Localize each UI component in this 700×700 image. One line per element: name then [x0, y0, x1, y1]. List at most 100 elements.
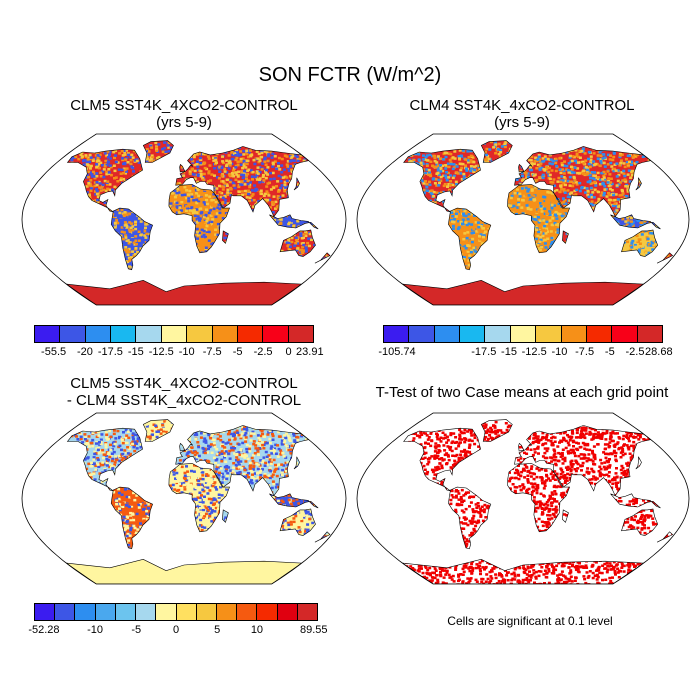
colorbar-swatch: [95, 604, 116, 620]
colorbar-tick-label: -15: [127, 346, 144, 358]
colorbar-tick-label: -12.5: [521, 346, 547, 358]
panel3-title: CLM5 SST4K_4XCO2-CONTROL - CLM4 SST4K_4x…: [18, 375, 350, 409]
colorbar-tick-label: 0: [285, 346, 292, 358]
colorbar-swatch: [384, 326, 410, 342]
panel3-title-line1: CLM5 SST4K_4XCO2-CONTROL: [70, 375, 298, 392]
colorbar-swatch: [60, 326, 86, 342]
new-zealand-coastline: [314, 531, 331, 543]
panel1-map: [21, 133, 347, 306]
colorbar-swatch: [156, 604, 177, 620]
colorbar-swatch: [536, 326, 562, 342]
colorbar-swatch: [277, 604, 298, 620]
japan-landmass: [635, 456, 642, 469]
australia-coastline: [279, 508, 316, 536]
colorbar-tick-label: -5: [232, 346, 243, 358]
colorbar-swatch: [136, 604, 157, 620]
australia-coastline: [621, 229, 659, 257]
eurasia-coastline: [514, 146, 652, 218]
colorbar-tick-label: -5: [131, 624, 142, 636]
north-america-coastline: [66, 427, 143, 492]
new-zealand-landmass: [657, 531, 673, 543]
colorbar-tick-label: -55.5: [41, 346, 67, 358]
panel3-colorbar: [34, 603, 318, 621]
new-zealand-coastline: [314, 252, 331, 264]
antarctica-coastline: [66, 279, 303, 305]
colorbar-tick-label: -15: [501, 346, 517, 358]
britain-coastline: [518, 442, 525, 452]
colorbar-tick-label: -10: [178, 346, 195, 358]
britain-coastline: [518, 163, 525, 173]
madagascar-coastline: [562, 230, 569, 244]
colorbar-swatch: [161, 326, 188, 342]
south-america-coastline: [110, 207, 153, 271]
japan-coastline: [635, 456, 642, 470]
africa-coastline: [168, 184, 230, 254]
south-america-landmass: [448, 208, 491, 270]
britain-coastline: [179, 163, 186, 173]
colorbar-swatch: [288, 326, 313, 342]
significance-note: Cells are significant at 0.1 level: [447, 614, 613, 628]
map-border: [356, 133, 690, 306]
colorbar-tick-label: -5: [604, 346, 615, 358]
colorbar-swatch: [263, 326, 289, 342]
indonesia-coastline: [269, 493, 319, 509]
south-america-coastline: [448, 486, 492, 550]
colorbar-tick-label: -12.5: [148, 346, 174, 358]
panel3-map: [21, 412, 347, 585]
colorbar-tick-label: 28.68: [645, 346, 673, 358]
colorbar-swatch: [196, 604, 217, 620]
madagascar-coastline: [562, 509, 569, 523]
antarctica-landmass: [402, 280, 644, 305]
indonesia-coastline: [269, 214, 319, 230]
greenland-coastline: [142, 140, 174, 163]
new-zealand-coastline: [656, 252, 674, 264]
indonesia-coastline: [610, 493, 661, 509]
australia-coastline: [279, 229, 316, 257]
australia-coastline: [621, 508, 659, 536]
colorbar-swatch: [115, 604, 137, 620]
panel2-map: [356, 133, 690, 306]
britain-landmass: [179, 443, 185, 451]
colorbar-swatch: [297, 604, 318, 620]
colorbar-swatch: [485, 326, 511, 342]
colorbar-tick-label: -7.5: [575, 346, 595, 358]
south-america-landmass: [448, 487, 491, 549]
north-america-coastline: [403, 427, 481, 492]
panel2-title: CLM4 SST4K_4xCO2-CONTROL (yrs 5-9): [352, 97, 692, 131]
colorbar-swatch: [237, 604, 258, 620]
japan-coastline: [293, 177, 300, 191]
colorbar-swatch: [35, 326, 61, 342]
colorbar-swatch: [111, 326, 137, 342]
figure-title: SON FCTR (W/m^2): [258, 64, 442, 86]
colorbar-swatch: [586, 326, 613, 342]
colorbar-swatch: [237, 326, 264, 342]
panel2-title-line1: CLM4 SST4K_4xCO2-CONTROL: [409, 97, 635, 114]
panel4-title-line1: T-Test of two Case means at each grid po…: [375, 384, 669, 401]
colorbar-swatch: [612, 326, 638, 342]
britain-coastline: [179, 442, 186, 452]
colorbar-swatch: [176, 604, 197, 620]
colorbar-tick-label: 23.91: [296, 346, 324, 358]
japan-coastline: [635, 177, 642, 191]
eurasia-coastline: [175, 425, 310, 497]
map-border: [21, 412, 347, 585]
greenland-coastline: [142, 419, 174, 442]
antarctica-coastline: [402, 279, 645, 305]
colorbar-swatch: [637, 326, 662, 342]
panel1-title-line2: (yrs 5-9): [156, 114, 212, 131]
colorbar-swatch: [187, 326, 213, 342]
north-america-coastline: [403, 148, 481, 213]
panel1-title-line1: CLM5 SST4K_4XCO2-CONTROL: [70, 97, 298, 114]
colorbar-swatch: [409, 326, 435, 342]
colorbar-swatch: [55, 604, 76, 620]
panel1-colorbar-ticks: -55.5 -20 -17.5 -15 -12.5 -10 -7.5 -5 -2.5 0 23.91: [34, 346, 324, 360]
africa-coastline: [507, 184, 571, 254]
panel2-title-line2: (yrs 5-9): [494, 114, 550, 131]
colorbar-tick-label: 5: [214, 624, 221, 636]
colorbar-tick-label: -17.5: [471, 346, 497, 358]
madagascar-coastline: [222, 230, 229, 244]
colorbar-swatch: [136, 326, 162, 342]
panel3-colorbar-ticks: -52.28 -10 -5 0 5 10 89.55: [28, 624, 327, 638]
colorbar-swatch: [460, 326, 486, 342]
indonesia-coastline: [610, 214, 661, 230]
